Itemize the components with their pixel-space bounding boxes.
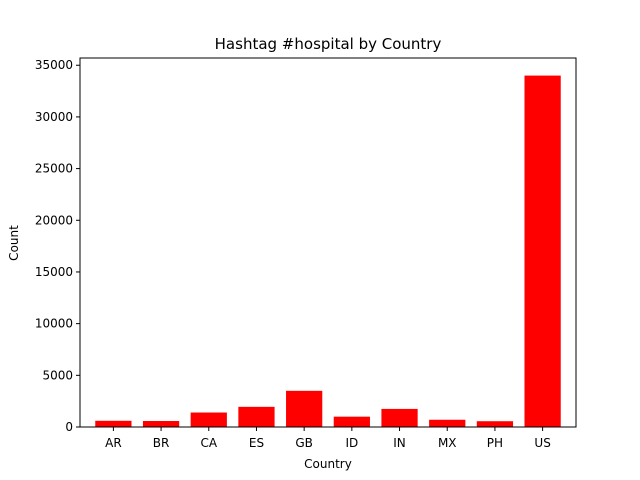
x-axis-label: Country: [304, 457, 352, 471]
bar-id: [333, 416, 370, 427]
y-tick-label: 30000: [35, 110, 73, 124]
x-tick-label: AR: [105, 436, 122, 450]
y-tick-label: 35000: [35, 58, 73, 72]
bar-es: [238, 406, 275, 427]
y-tick-label: 15000: [35, 265, 73, 279]
bar-ar: [95, 420, 132, 427]
y-axis-ticks: 0 5000 10000 15000 20000 25000 30000 35000: [35, 58, 80, 434]
x-tick-label: CA: [200, 436, 217, 450]
x-axis-ticks: AR BR CA ES GB ID IN MX PH US: [105, 427, 551, 450]
y-tick-label: 5000: [42, 368, 73, 382]
chart-title: Hashtag #hospital by Country: [215, 35, 442, 53]
y-tick-label: 20000: [35, 213, 73, 227]
x-tick-label: ES: [249, 436, 264, 450]
bar-gb: [286, 390, 323, 427]
y-tick-label: 0: [65, 420, 73, 434]
x-tick-label: MX: [438, 436, 457, 450]
y-tick-label: 25000: [35, 162, 73, 176]
x-tick-label: US: [534, 436, 550, 450]
bar-ca: [190, 412, 227, 427]
bar-in: [381, 408, 418, 427]
x-tick-label: PH: [487, 436, 503, 450]
bar-ph: [476, 421, 514, 427]
x-tick-label: GB: [295, 436, 313, 450]
plot-frame: [79, 57, 577, 428]
x-tick-label: IN: [393, 436, 406, 450]
bar-mx: [429, 419, 466, 427]
x-tick-label: BR: [153, 436, 170, 450]
bar-br: [142, 421, 180, 427]
y-axis-label: Count: [7, 225, 21, 261]
bars-group: [95, 75, 561, 428]
y-tick-label: 10000: [35, 317, 73, 331]
x-tick-label: ID: [345, 436, 358, 450]
bar-us: [524, 75, 561, 428]
